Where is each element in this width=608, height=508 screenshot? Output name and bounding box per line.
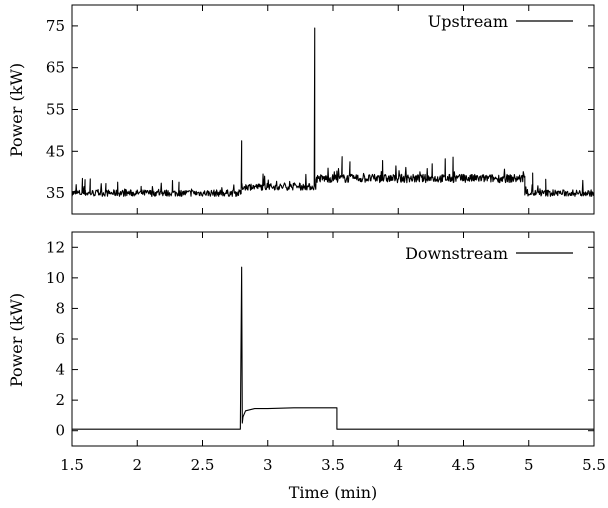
- downstream-y-tick-label: 12: [46, 238, 65, 256]
- upstream-legend-label: Upstream: [428, 12, 508, 31]
- x-tick-label: 1.5: [60, 456, 84, 474]
- downstream-y-tick-label: 6: [55, 330, 65, 348]
- upstream-y-tick-label: 45: [46, 142, 65, 160]
- upstream-ticks: 35 45 55 65 75: [46, 5, 595, 214]
- upstream-y-tick-label: 35: [46, 184, 65, 202]
- upstream-series-line: [71, 27, 595, 197]
- x-tick-label: 3: [263, 456, 273, 474]
- downstream-y-tick-label: 4: [55, 361, 65, 379]
- upstream-y-axis-label: Power (kW): [7, 63, 26, 157]
- downstream-plot-frame: [71, 231, 595, 447]
- upstream-plot-frame: [71, 4, 595, 215]
- downstream-y-tick-label: 0: [55, 422, 65, 440]
- downstream-legend: Downstream: [405, 244, 573, 263]
- x-tick-label: 5: [524, 456, 534, 474]
- upstream-panel: 35 45 55 65 75 Upstream Power (kW): [7, 4, 595, 215]
- downstream-y-tick-label: 10: [46, 269, 65, 287]
- x-tick-label: 4.5: [452, 456, 476, 474]
- downstream-series-line: [72, 266, 594, 430]
- x-tick-label: 2.5: [191, 456, 215, 474]
- x-tick-label: 2: [132, 456, 142, 474]
- x-tick-label: 4: [393, 456, 403, 474]
- downstream-y-axis-label: Power (kW): [7, 293, 26, 387]
- x-axis-label: Time (min): [289, 483, 378, 502]
- x-tick-label: 5.5: [582, 456, 606, 474]
- downstream-legend-label: Downstream: [405, 244, 508, 263]
- upstream-legend: Upstream: [428, 12, 573, 31]
- upstream-y-tick-label: 55: [46, 101, 65, 119]
- downstream-ticks: 0 2 4 6 8 10 12 1.5 2 2.5 3 3.5 4 4.5 5 5.5: [46, 232, 606, 474]
- downstream-y-tick-label: 8: [55, 299, 65, 317]
- x-tick-label: 3.5: [321, 456, 345, 474]
- upstream-y-tick-label: 65: [46, 59, 65, 77]
- downstream-y-tick-label: 2: [55, 391, 65, 409]
- upstream-y-tick-label: 75: [46, 17, 65, 35]
